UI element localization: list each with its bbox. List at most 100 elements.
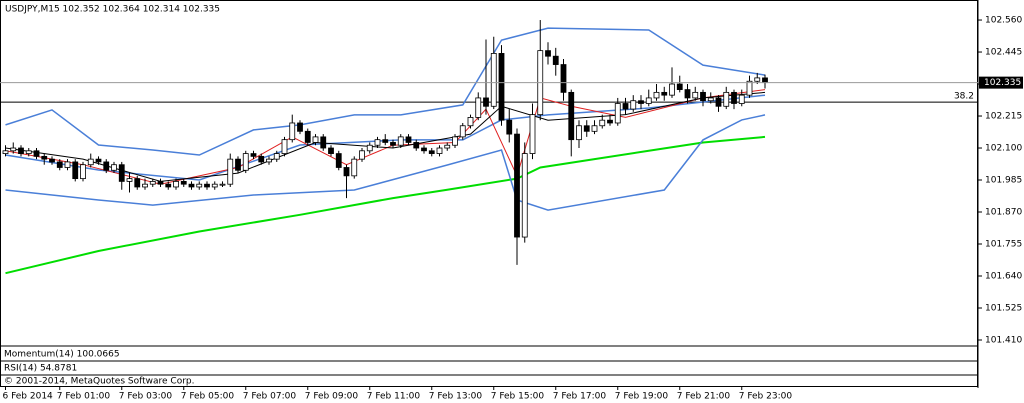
x-tick-label: 7 Feb 07:00 bbox=[243, 392, 297, 402]
candle-body bbox=[118, 164, 125, 182]
candle-body bbox=[142, 183, 148, 188]
y-tick-label: 101.985 bbox=[985, 176, 1022, 186]
candle-body bbox=[723, 91, 730, 107]
candle-body bbox=[211, 183, 218, 188]
candle-body bbox=[514, 133, 520, 238]
candle-body bbox=[583, 125, 590, 132]
candle-body bbox=[2, 150, 9, 154]
candle-body bbox=[436, 147, 443, 154]
candle-body bbox=[18, 147, 24, 154]
candle-body bbox=[413, 142, 420, 149]
x-tick-label: 7 Feb 09:00 bbox=[305, 392, 359, 402]
candle-body bbox=[250, 153, 257, 157]
candle-body bbox=[227, 158, 234, 185]
candle-body bbox=[738, 94, 745, 104]
candle-body bbox=[103, 161, 110, 171]
y-tick-label: 101.640 bbox=[985, 272, 1022, 282]
candle-body bbox=[219, 183, 226, 186]
candle-body bbox=[87, 158, 94, 166]
candle-body bbox=[382, 139, 389, 143]
candle-body bbox=[754, 77, 761, 82]
y-tick-label: 101.525 bbox=[985, 303, 1022, 313]
x-tick-label: 7 Feb 01:00 bbox=[57, 392, 111, 402]
indicator-line bbox=[5, 27, 766, 156]
candle-body bbox=[397, 136, 404, 146]
candle-body bbox=[715, 97, 722, 107]
chart-title: USDJPY,M15 102.352 102.364 102.314 102.3… bbox=[5, 5, 220, 15]
candle-body bbox=[700, 91, 706, 102]
candle-body bbox=[746, 80, 753, 96]
candle-body bbox=[390, 142, 396, 146]
candle-body bbox=[676, 83, 683, 90]
candle-body bbox=[366, 144, 373, 152]
candle-body bbox=[173, 181, 179, 188]
candle-body bbox=[297, 122, 303, 132]
candle-body bbox=[475, 97, 482, 118]
candle-body bbox=[351, 158, 358, 177]
x-tick-label: 7 Feb 23:00 bbox=[739, 392, 793, 402]
candle-body bbox=[591, 125, 598, 132]
x-tick-label: 6 Feb 2014 bbox=[3, 392, 54, 402]
candle-body bbox=[33, 150, 40, 157]
candle-body bbox=[25, 150, 32, 154]
indicator-line bbox=[5, 114, 766, 211]
candle-body bbox=[56, 161, 63, 168]
candle-body bbox=[335, 153, 342, 168]
candle-body bbox=[289, 122, 296, 141]
candle-body bbox=[10, 147, 17, 152]
y-tick-label: 102.560 bbox=[985, 16, 1022, 26]
candle-body bbox=[490, 53, 497, 107]
x-tick-label: 7 Feb 17:00 bbox=[553, 392, 607, 402]
candle-body bbox=[630, 100, 637, 110]
candle-body bbox=[258, 155, 265, 163]
y-tick-label: 101.870 bbox=[985, 208, 1022, 218]
candle-body bbox=[111, 164, 117, 171]
candle-body bbox=[444, 144, 451, 149]
candle-body bbox=[165, 183, 172, 188]
candle-body bbox=[560, 64, 567, 93]
y-tick-label: 101.755 bbox=[985, 240, 1022, 250]
x-tick-label: 7 Feb 19:00 bbox=[615, 392, 669, 402]
candle-body bbox=[622, 103, 629, 110]
candle-body bbox=[304, 130, 311, 143]
price-box bbox=[979, 76, 1023, 89]
candle-body bbox=[95, 158, 102, 163]
candle-body bbox=[459, 125, 466, 138]
candle-body bbox=[80, 164, 86, 180]
x-tick-label: 7 Feb 21:00 bbox=[677, 392, 731, 402]
y-tick-label: 101.410 bbox=[985, 335, 1022, 345]
candle-body bbox=[653, 91, 660, 99]
y-tick-label: 102.215 bbox=[985, 112, 1022, 122]
candle-body bbox=[568, 91, 575, 141]
indicator-label: RSI(14) 54.8781 bbox=[4, 364, 77, 374]
candle-body bbox=[149, 181, 156, 185]
candle-body bbox=[320, 136, 327, 149]
candle-body bbox=[41, 155, 48, 160]
fib-label: 38.2 bbox=[954, 92, 974, 102]
candle-body bbox=[126, 178, 133, 182]
candle-body bbox=[312, 136, 319, 143]
candle-body bbox=[204, 183, 210, 188]
candle-body bbox=[188, 183, 195, 188]
candle-body bbox=[328, 147, 334, 154]
candle-body bbox=[692, 91, 699, 99]
indicator-line bbox=[5, 135, 766, 275]
candle-body bbox=[521, 153, 528, 238]
candle-body bbox=[359, 150, 365, 160]
x-tick-label: 7 Feb 03:00 bbox=[119, 392, 173, 402]
candle-body bbox=[684, 89, 691, 99]
candle-body bbox=[405, 136, 412, 143]
candle-body bbox=[134, 178, 141, 188]
candle-body bbox=[529, 114, 536, 154]
indicator-label: Momentum(14) 100.0665 bbox=[4, 350, 120, 360]
candle-body bbox=[273, 153, 280, 160]
candle-body bbox=[196, 183, 203, 188]
candle-body bbox=[614, 103, 621, 124]
candle-body bbox=[707, 97, 714, 102]
candle-body bbox=[506, 119, 513, 135]
price-label: 102.335 bbox=[984, 78, 1021, 88]
frame bbox=[0, 0, 978, 387]
candle-body bbox=[545, 50, 551, 57]
candle-body bbox=[498, 53, 505, 121]
